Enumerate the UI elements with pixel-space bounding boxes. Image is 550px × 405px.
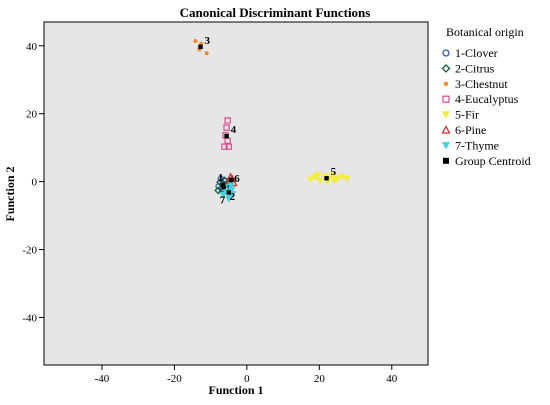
point-7-thyme [225, 196, 233, 203]
legend-label-4-eucalyptus: 4-Eucalyptus [455, 92, 519, 106]
centroid-label: 4 [231, 124, 237, 136]
plot-area [43, 21, 429, 366]
legend-marker-3-chestnut [443, 81, 449, 87]
centroid-marker [198, 44, 203, 49]
legend-label-6-pine: 6-Pine [455, 123, 486, 137]
x-axis: -40 -20 0 20 40 [95, 365, 398, 385]
legend-marker-2-citrus [441, 63, 451, 73]
legend-label-1-clover: 1-Clover [455, 46, 498, 60]
centroid-label: 6 [234, 173, 240, 185]
x-tick-label: -40 [95, 373, 110, 385]
legend-label-2-citrus: 2-Citrus [455, 61, 495, 75]
point-5-fir [329, 172, 337, 179]
legend-label-7-thyme: 7-Thyme [455, 138, 499, 152]
y-tick-label: 0 [32, 177, 38, 189]
legend-label-group-centroid: Group Centroid [455, 154, 531, 168]
legend-title: Botanical origin [446, 25, 524, 39]
legend-marker-5-fir [441, 111, 451, 119]
centroid-label: 1 [218, 172, 224, 184]
point-3-chestnut [204, 51, 209, 56]
centroid-marker [229, 177, 234, 183]
point-5-fir [316, 177, 324, 185]
y-tick-label: -40 [22, 312, 37, 324]
x-tick-label: 40 [386, 373, 398, 385]
point-7-thyme [229, 190, 237, 198]
point-7-thyme [219, 191, 227, 199]
centroid-label: 3 [204, 35, 210, 47]
x-tick-label: -20 [167, 373, 182, 385]
point-5-fir [331, 178, 339, 185]
centroid-marker [224, 133, 229, 139]
centroid-label: 2 [230, 191, 236, 203]
legend-marker-7-thyme [441, 142, 451, 150]
y-tick-label: 40 [26, 41, 38, 53]
point-5-fir [307, 176, 315, 184]
centroid-label: 7 [220, 194, 226, 206]
legend-marker-1-clover [442, 49, 450, 57]
point-7-thyme [227, 182, 235, 190]
legend-marker-6-pine [441, 125, 451, 134]
point-4-eucalyptus [223, 124, 230, 131]
y-tick-label: -20 [22, 245, 37, 257]
legend-marker-4-eucalyptus [442, 95, 450, 103]
y-tick-label: 20 [26, 109, 38, 121]
point-5-fir [314, 172, 322, 179]
chart-title: Canonical Discriminant Functions [180, 5, 371, 20]
centroid-label: 5 [331, 166, 337, 178]
point-2-citrus [214, 186, 223, 195]
legend-label-5-fir: 5-Fir [455, 108, 479, 122]
y-axis-title: Function 2 [3, 166, 17, 221]
x-tick-label: 0 [244, 373, 250, 385]
group-centroids: 12 3 4 5 67 [198, 35, 337, 206]
centroid-marker [221, 184, 226, 190]
point-3-chestnut [193, 39, 198, 44]
centroid-marker [324, 176, 329, 181]
x-tick-label: 20 [314, 373, 326, 385]
point-4-eucalyptus [224, 117, 231, 124]
centroid-marker [226, 190, 231, 195]
legend-label-3-chestnut: 3-Chestnut [455, 77, 508, 91]
legend-marker-group-centroid [443, 157, 449, 164]
y-axis: -40 -20 0 20 40 [22, 41, 44, 324]
point-4-eucalyptus [221, 143, 228, 150]
x-axis-title: Function 1 [208, 383, 263, 397]
point-5-fir [343, 175, 351, 183]
